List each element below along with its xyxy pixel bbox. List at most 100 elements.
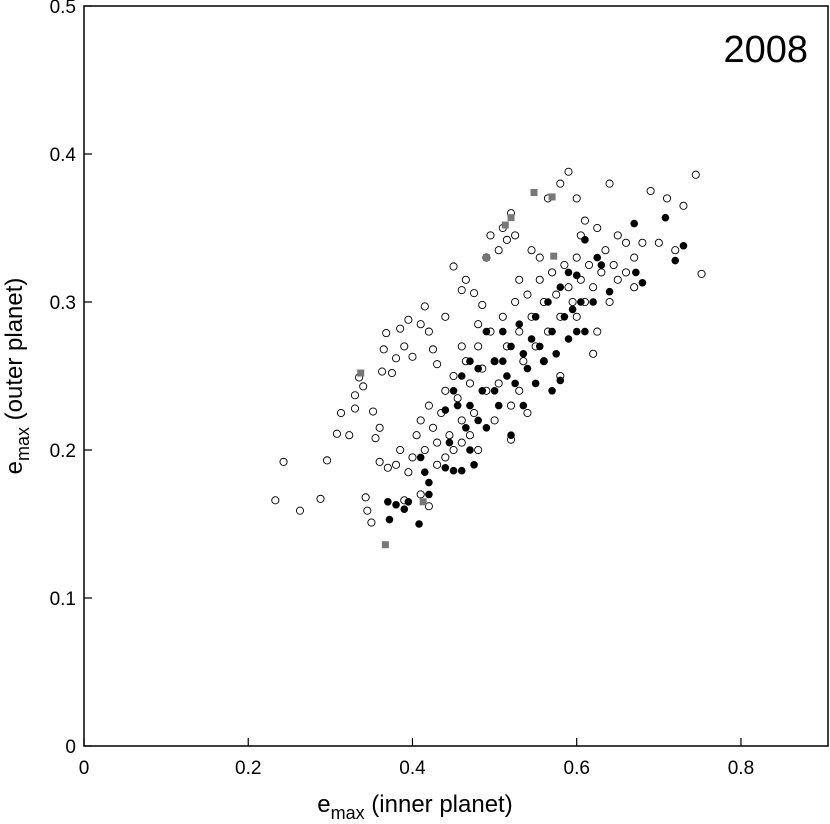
open-point <box>560 260 569 270</box>
plot-frame <box>83 5 829 747</box>
open-point <box>630 283 639 292</box>
filled-point <box>597 261 606 269</box>
open-point <box>392 354 401 363</box>
filled-point <box>441 406 450 414</box>
open-point <box>523 408 532 418</box>
filled-point <box>441 463 450 472</box>
filled-point <box>392 500 400 509</box>
open-point <box>416 416 425 425</box>
filled-point <box>568 305 577 314</box>
open-point <box>470 289 479 298</box>
open-point <box>572 312 581 321</box>
open-point <box>515 386 524 395</box>
filled-point <box>404 498 413 506</box>
open-point <box>433 360 442 369</box>
filled-point <box>490 387 499 395</box>
open-point <box>449 262 458 271</box>
y-label-base: e <box>1 461 28 474</box>
open-point <box>316 494 325 503</box>
open-point <box>345 431 354 440</box>
open-point <box>494 379 503 388</box>
filled-point <box>482 327 491 336</box>
y-tick-label: 0.1 <box>50 589 76 610</box>
open-point <box>523 290 532 299</box>
filled-point <box>466 446 474 454</box>
open-point <box>609 260 618 270</box>
filled-point <box>425 478 433 487</box>
filled-point <box>449 387 458 395</box>
filled-point <box>503 372 511 380</box>
open-point <box>580 216 589 225</box>
open-point <box>605 179 614 188</box>
open-point <box>593 327 602 336</box>
filled-point <box>416 453 425 462</box>
open-point <box>515 275 524 284</box>
filled-point <box>540 357 548 366</box>
open-point <box>474 445 483 455</box>
open-point <box>552 290 561 299</box>
filled-point <box>499 327 507 336</box>
x-tick-label: 0 <box>79 758 90 779</box>
filled-point <box>449 466 458 475</box>
open-point <box>371 434 380 443</box>
open-point <box>404 315 413 324</box>
square-point <box>419 498 427 506</box>
filled-point <box>466 357 474 366</box>
open-point <box>449 445 458 455</box>
open-point <box>511 231 520 240</box>
open-point <box>697 269 706 278</box>
open-point <box>392 460 401 469</box>
open-point <box>359 382 368 391</box>
open-point <box>535 253 544 262</box>
open-point <box>568 297 577 307</box>
open-point <box>465 431 475 440</box>
open-point <box>378 367 387 376</box>
x-label-sub: max <box>331 803 365 823</box>
open-point <box>453 394 462 403</box>
square-point <box>507 214 515 222</box>
filled-point <box>548 327 556 336</box>
open-point <box>671 246 680 255</box>
open-point <box>638 238 647 247</box>
open-point <box>379 345 388 354</box>
filled-point <box>499 357 507 366</box>
open-point <box>350 391 360 400</box>
open-point <box>433 438 442 447</box>
open-point <box>332 429 341 438</box>
open-point <box>416 490 425 499</box>
filled-point <box>544 298 552 306</box>
open-point <box>474 320 483 329</box>
open-point <box>535 275 544 284</box>
filled-point <box>457 466 466 475</box>
open-point <box>593 223 602 233</box>
annotation: 2008 <box>723 29 808 71</box>
filled-point <box>466 401 474 410</box>
open-point <box>662 194 672 203</box>
x-label-rest: (inner planet) <box>365 791 513 818</box>
square-point <box>530 188 538 196</box>
filled-point <box>425 490 433 499</box>
y-tick-label: 0.2 <box>50 441 76 462</box>
filled-point <box>490 357 499 366</box>
filled-point <box>671 256 680 265</box>
filled-point <box>507 431 515 440</box>
filled-point <box>462 424 470 432</box>
open-point <box>470 408 479 418</box>
filled-point <box>519 350 528 358</box>
open-point <box>556 179 565 188</box>
open-point <box>387 368 396 378</box>
filled-point <box>511 379 519 388</box>
open-point <box>420 445 429 455</box>
y-tick-label: 0.3 <box>50 293 76 314</box>
open-point <box>424 502 433 511</box>
open-point <box>445 431 454 440</box>
open-point <box>441 386 450 395</box>
open-point <box>375 423 384 432</box>
open-point <box>383 463 392 472</box>
filled-point <box>385 515 394 524</box>
filled-point <box>531 313 540 321</box>
open-point <box>589 283 598 292</box>
open-point <box>449 371 458 381</box>
open-point <box>572 253 581 262</box>
filled-point <box>556 376 565 385</box>
